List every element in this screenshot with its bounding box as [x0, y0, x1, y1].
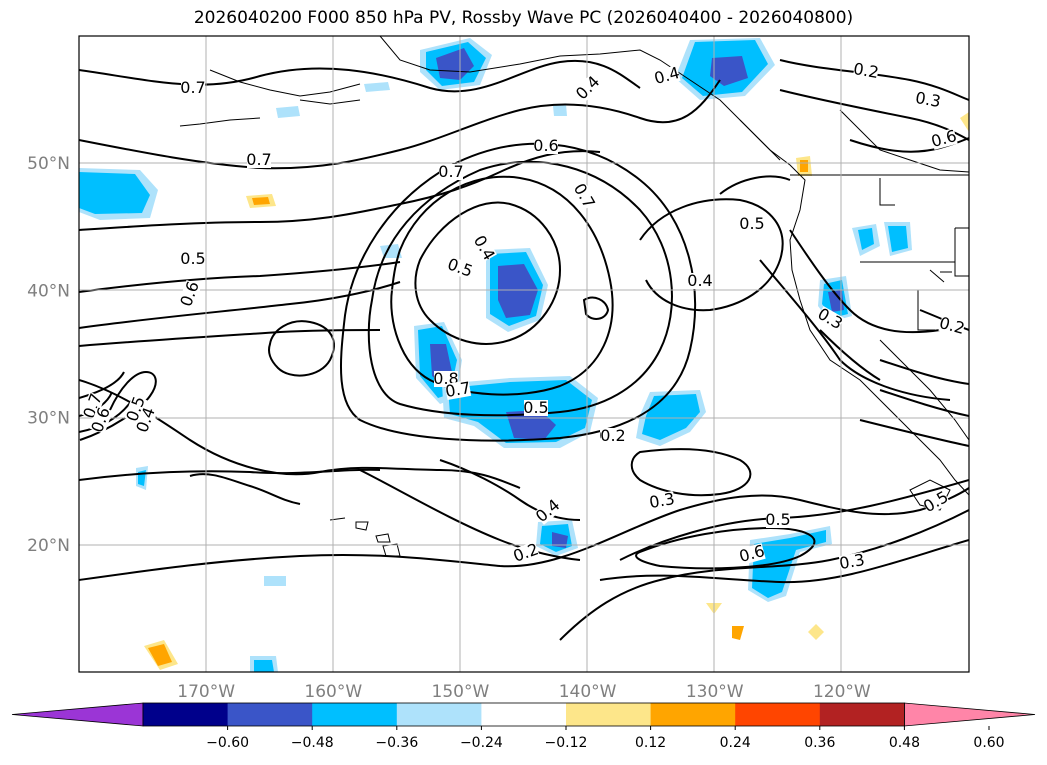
contour-label: 0.7	[246, 150, 271, 169]
contour-label: 0.7	[180, 78, 205, 97]
colorbar-segment	[396, 703, 482, 726]
contour-label-bg	[511, 541, 541, 565]
contour-label: 0.5	[523, 398, 548, 417]
colorbar-extend-high	[904, 702, 1036, 727]
lat-label: 30°N	[27, 409, 70, 429]
colorbar-tick-label: 0.12	[635, 735, 666, 751]
plot-frame	[78, 35, 970, 673]
contour-label: 0.7	[438, 162, 463, 181]
contour-label-bg	[524, 400, 548, 416]
lat-label: 20°N	[27, 536, 70, 556]
contour-label: 0.5	[765, 510, 790, 529]
lon-label: 170°W	[177, 682, 235, 702]
colorbar-tick-label: 0.24	[720, 735, 751, 751]
contour-label-bg	[533, 497, 563, 525]
contour-label-bg	[178, 279, 202, 309]
contour-label-bg	[471, 233, 497, 263]
contour-label: 0.5	[180, 249, 205, 268]
contour-label-bg	[573, 73, 603, 103]
colorbar-segment	[481, 703, 567, 726]
contour-label-bg	[938, 315, 966, 337]
contour-label-bg	[534, 138, 558, 154]
contour-label-bg	[89, 405, 113, 435]
coastlines	[179, 36, 969, 557]
contour-label: 0.3	[838, 550, 866, 573]
colorbar-segment	[735, 703, 821, 726]
colorbar-segment	[312, 703, 398, 726]
map-layers	[79, 36, 969, 672]
contour-label-bg	[852, 61, 880, 81]
colorbar: −0.60 −0.48 −0.36 −0.24 −0.12 0.12 0.24 0.36 0.4…	[11, 702, 1036, 751]
lat-label: 50°N	[27, 154, 70, 174]
lon-label: 130°W	[686, 682, 744, 702]
contour-label: 0.2	[852, 59, 880, 82]
contour-label-bg	[134, 405, 158, 435]
contour-label: 0.6	[533, 136, 558, 155]
contour-label-bg	[838, 552, 866, 572]
lon-label: 140°W	[559, 682, 617, 702]
contour-label: 0.3	[648, 489, 676, 512]
contour-label-bg	[930, 128, 958, 150]
contour-label-bg	[648, 491, 676, 511]
contour-label-bg	[181, 80, 205, 96]
contour-label-bg	[815, 306, 845, 332]
contour-label-bg	[439, 164, 463, 180]
lat-label: 40°N	[27, 281, 70, 301]
latitude-labels: 50°N 40°N 30°N 20°N	[27, 154, 70, 556]
lon-label: 120°W	[813, 682, 871, 702]
colorbar-tick-label: −0.36	[375, 735, 418, 751]
contour-label-bg	[247, 152, 271, 168]
colorbar-tick-label: −0.60	[206, 735, 249, 751]
contour-label-bg	[571, 181, 597, 211]
colorbar-segment	[566, 703, 652, 726]
lon-label: 160°W	[304, 682, 362, 702]
contour-label: 0.4	[687, 271, 712, 290]
colorbar-segment	[227, 703, 313, 726]
contour-label-bg	[445, 256, 475, 280]
colorbar-segment	[143, 703, 229, 726]
colorbar-tick-label: 0.60	[973, 735, 1004, 751]
contour-label-bg	[181, 251, 205, 267]
contour-label-bg	[738, 543, 766, 565]
contour-label-bg	[766, 512, 790, 528]
contour-label-bg	[914, 90, 942, 110]
colorbar-outline	[142, 702, 905, 727]
colorbar-tick-label: −0.24	[460, 735, 503, 751]
colorbar-tick-label: 0.36	[804, 735, 835, 751]
contour-label-bg	[921, 489, 951, 515]
positive-shading	[144, 112, 969, 670]
longitude-labels: 170°W 160°W 150°W 140°W 130°W 120°W	[177, 682, 871, 702]
contour-label-bg	[653, 65, 681, 87]
colorbar-segment	[650, 703, 736, 726]
contour-label: 0.5	[739, 214, 764, 233]
contour-label-bg	[740, 216, 764, 232]
colorbar-tick-label: 0.48	[889, 735, 920, 751]
colorbar-extend-low	[11, 702, 144, 727]
lon-label: 150°W	[432, 682, 490, 702]
contour-label: 0.7	[444, 378, 472, 401]
contour-label: 0.3	[914, 88, 942, 111]
contour-label-bg	[444, 380, 472, 400]
contour-label: 0.2	[600, 426, 625, 445]
colorbar-segment	[819, 703, 905, 726]
contour-label-bg	[601, 428, 625, 444]
map-title: 2026040200 F000 850 hPa PV, Rossby Wave …	[193, 8, 854, 28]
colorbar-tick-label: −0.12	[545, 735, 588, 751]
colorbar-tick-label: −0.48	[291, 735, 334, 751]
contour-label-bg	[688, 273, 712, 289]
